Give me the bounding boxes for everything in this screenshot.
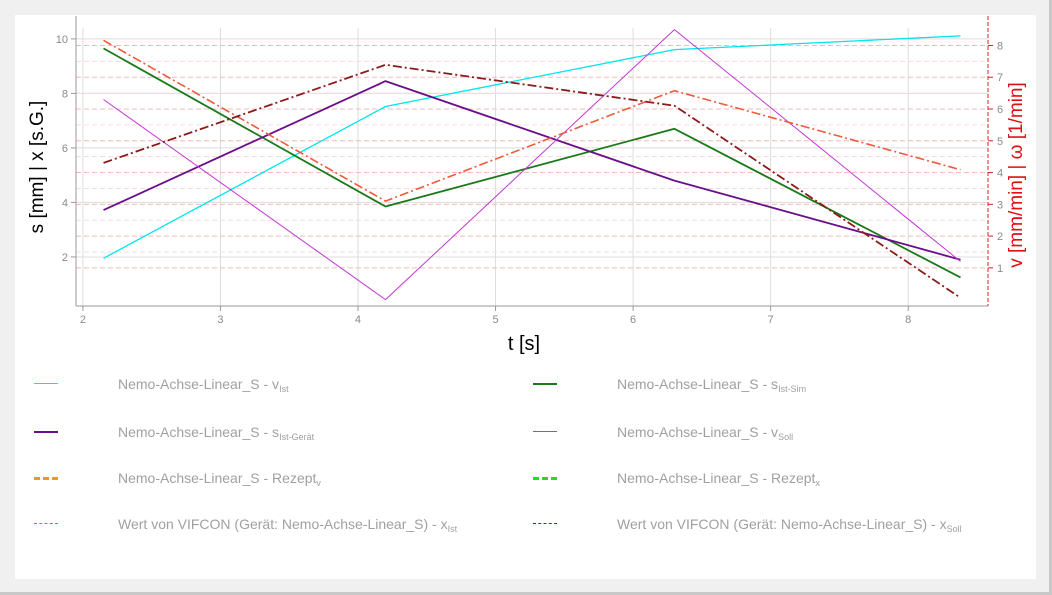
series-line-4[interactable]: [103, 29, 961, 301]
series-line-7[interactable]: [103, 39, 961, 202]
x-tick-label: 3: [217, 314, 223, 326]
y-left-axis-title: s [mm] | x [s.G.]: [27, 101, 48, 234]
y-left-tick-label: 2: [62, 252, 68, 264]
y-right-tick-label: 3: [997, 199, 1003, 211]
y-right-tick-label: 4: [997, 168, 1003, 180]
y-right-tick-label: 2: [997, 231, 1003, 243]
x-tick-label: 2: [80, 314, 86, 326]
series-line-2[interactable]: [103, 47, 961, 279]
x-tick-label: 6: [630, 314, 636, 326]
window-border: [1049, 0, 1052, 595]
series-line-3[interactable]: [103, 80, 961, 261]
window-border: [0, 592, 1052, 595]
y-right-axis-title: v [mm/min] | ω [1/min]: [1006, 82, 1027, 268]
y-right-tick-label: 6: [997, 104, 1003, 116]
y-right-tick-label: 7: [997, 72, 1003, 84]
y-left-tick-label: 6: [62, 143, 68, 155]
x-axis-title: t [s]: [508, 333, 540, 355]
series-line-1[interactable]: [103, 35, 961, 259]
x-tick-label: 4: [355, 314, 361, 326]
series-line-8[interactable]: [103, 63, 962, 299]
y-left-tick-label: 4: [62, 197, 68, 209]
x-tick-label: 8: [905, 314, 911, 326]
y-right-tick-label: 1: [997, 263, 1003, 275]
y-left-tick-label: 8: [62, 88, 68, 100]
y-right-tick-label: 5: [997, 136, 1003, 148]
y-left-tick-label: 10: [56, 34, 68, 46]
x-tick-label: 7: [768, 314, 774, 326]
y-right-tick-label: 8: [997, 40, 1003, 52]
x-tick-label: 5: [492, 314, 498, 326]
